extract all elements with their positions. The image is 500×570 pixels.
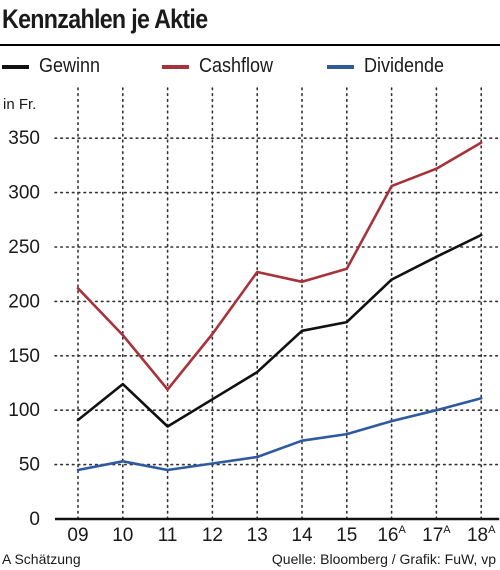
x-tick-label-15: 15 <box>336 525 357 546</box>
series-lines <box>76 141 483 472</box>
legend-item-cashflow: Cashflow <box>162 55 281 78</box>
x-axis-ticks: 09 10 11 12 13 14 15 16A 17A 18A <box>67 524 496 546</box>
y-tick-label-150: 150 <box>8 346 40 367</box>
series-line-dividende <box>76 396 483 472</box>
x-tick-label-16: 16A <box>377 524 406 546</box>
y-axis-ticks: 0 50 100 150 200 250 300 350 <box>8 128 40 530</box>
title-rule <box>0 44 500 46</box>
legend-label-dividende: Dividende <box>364 55 445 77</box>
y-tick-label-200: 200 <box>8 291 40 312</box>
legend-swatch-cashflow <box>162 64 189 69</box>
x-tick-superscript-18: A <box>488 524 496 536</box>
x-tick-label-18: 18A <box>467 524 496 546</box>
legend-label-cashflow: Cashflow <box>199 55 274 77</box>
x-tick-superscript-17: A <box>443 524 451 536</box>
footnote-estimate: A Schätzung <box>2 551 81 567</box>
y-tick-label-300: 300 <box>8 183 40 204</box>
legend: Gewinn Cashflow Dividende <box>0 55 500 81</box>
x-tick-label-11: 11 <box>158 525 178 546</box>
series-line-cashflow <box>76 141 483 391</box>
x-tick-label-09: 09 <box>67 525 88 546</box>
chart-title: Kennzahlen je Aktie <box>2 4 208 34</box>
legend-label-gewinn: Gewinn <box>39 55 101 77</box>
x-tick-label-14: 14 <box>291 525 313 546</box>
grid-lines <box>54 87 500 520</box>
x-tick-label-17: 17A <box>422 524 451 546</box>
legend-swatch-dividende <box>327 64 354 69</box>
y-tick-label-0: 0 <box>29 509 40 530</box>
y-unit-label: in Fr. <box>3 96 36 113</box>
source-credit: Quelle: Bloomberg / Grafik: FuW, vp <box>271 551 496 567</box>
legend-swatch-gewinn <box>2 64 29 69</box>
legend-item-dividende: Dividende <box>327 55 453 78</box>
line-chart: in Fr. 0 50 100 150 200 250 300 350 09 10 11 12 13 1… <box>3 87 500 546</box>
y-tick-label-50: 50 <box>19 455 40 476</box>
series-line-gewinn <box>76 233 483 428</box>
x-tick-label-12: 12 <box>202 525 223 546</box>
y-tick-label-100: 100 <box>8 400 40 421</box>
y-tick-label-350: 350 <box>8 128 40 149</box>
y-tick-label-250: 250 <box>8 237 40 258</box>
x-tick-label-13: 13 <box>247 525 268 546</box>
x-tick-label-10: 10 <box>112 525 133 546</box>
legend-item-gewinn: Gewinn <box>2 55 107 78</box>
x-tick-superscript-16: A <box>398 524 406 536</box>
